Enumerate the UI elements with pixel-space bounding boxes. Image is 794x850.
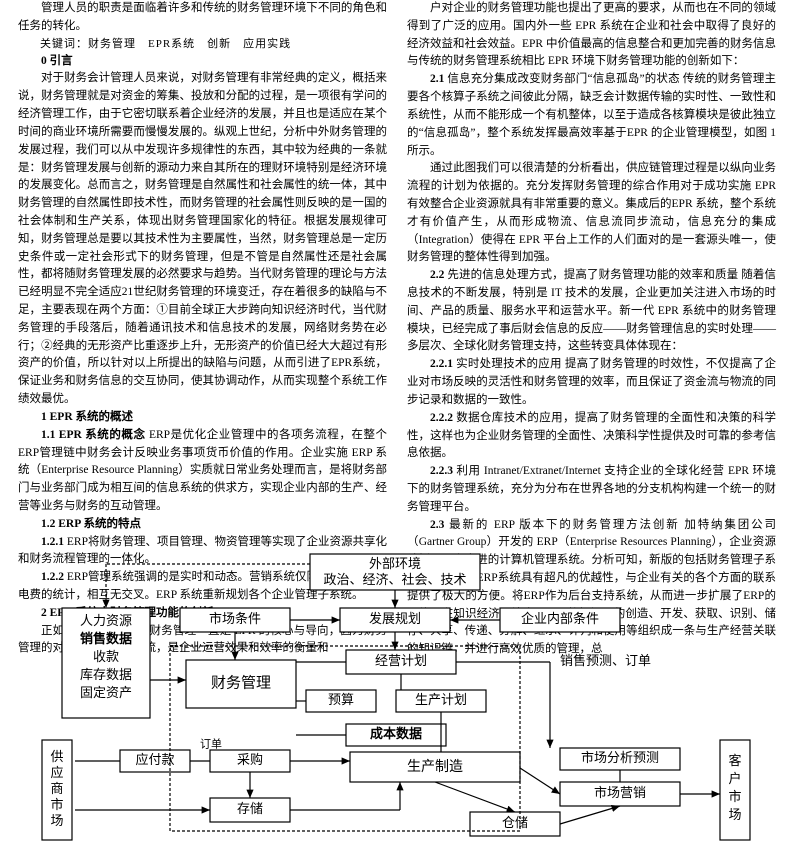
lab-env: 外部环境 [369, 556, 421, 571]
lab-sales: 销售数据 [80, 631, 132, 646]
lab-order: 订单 [200, 738, 222, 751]
sub-2-3: 2.3 [430, 519, 444, 531]
lab-intern: 企业内部条件 [521, 611, 599, 626]
para-text: 信息充分集成改变财务部门“信息孤岛”的状态 传统的财务管理主要各个核算子系统之间… [407, 73, 776, 156]
svg-text:应: 应 [50, 765, 63, 780]
lab-predict: 市场分析预测 [581, 750, 659, 765]
svg-text:场: 场 [50, 813, 63, 828]
lab-plan: 发展规划 [369, 611, 421, 626]
lab-sup: 供 [50, 749, 63, 764]
left-column: 管理人员的职责是面临着许多和传统的财务管理环境下不同的角色和任务的转化。 关键词… [0, 0, 397, 550]
lab-opplan: 经营计划 [375, 653, 427, 668]
para: 2.2.2 数据仓库技术的应用，提高了财务管理的全面性和决策的科学性，这样也为企… [407, 410, 776, 463]
lab-mkt: 市场营销 [594, 785, 646, 800]
para: 户对企业的财务管理功能也提出了更高的要求，从而也在不同的领域得到了广泛的应用。国… [407, 0, 776, 71]
para: 1.1 EPR 系统的概念 ERP是优化企业管理中的各项务流程，在整个ERP管理… [18, 427, 387, 516]
para: 通过此图我们可以很清楚的分析看出，供应链管理过程是以纵向业务流程的计划为依据的。… [407, 160, 776, 267]
para: 2.2.1 实时处理技术的应用 提高了财务管理的时效性，不仅提高了企业对市场反映… [407, 356, 776, 409]
para: 管理人员的职责是面临着许多和传统的财务管理环境下不同的角色和任务的转化。 [18, 0, 387, 36]
lab-env2: 政治、经济、社会、技术 [323, 572, 466, 587]
lab-market: 市场条件 [209, 611, 261, 626]
para: 对于财务会计管理人员来说，对财务管理有非常经典的定义，概括来说，财务管理就是对资… [18, 70, 387, 408]
lab-manuf: 生产制造 [407, 759, 463, 775]
section-1: 1 EPR 系统的概述 [18, 409, 387, 427]
lab-prodplan: 生产计划 [415, 692, 467, 707]
lab-cust: 客 [728, 753, 741, 768]
sub-2-2: 2.2 [430, 269, 444, 281]
para-text: 实时处理技术的应用 提高了财务管理的时效性，不仅提高了企业对市场反映的灵活性和财… [407, 358, 776, 406]
sub-1-2-1: 1.2.1 [41, 536, 64, 548]
lab-fixed: 固定资产 [80, 685, 132, 700]
text-columns: 管理人员的职责是面临着许多和传统的财务管理环境下不同的角色和任务的转化。 关键词… [0, 0, 794, 550]
section-1-2: 1.2 ERP 系统的特点 [18, 516, 387, 534]
keywords: 关键词：财务管理 EPR系统 创新 应用实践 [18, 36, 387, 53]
sub-2-2-1: 2.2.1 [430, 358, 453, 370]
sub-1-2-2: 1.2.2 [41, 571, 64, 583]
svg-text:户: 户 [728, 771, 741, 786]
lab-forecast: 销售预测、订单 [560, 653, 651, 668]
lab-pur: 采购 [237, 752, 263, 767]
svg-text:商: 商 [50, 781, 63, 796]
para: 2.1 信息充分集成改变财务部门“信息孤岛”的状态 传统的财务管理主要各个核算子… [407, 71, 776, 160]
para-text: 数据仓库技术的应用，提高了财务管理的全面性和决策的科学性，这样也为企业财务管理的… [407, 412, 776, 460]
lab-rec: 收款 [93, 649, 119, 664]
lab-stock: 库存数据 [80, 667, 132, 682]
lab-inv: 存储 [237, 801, 263, 816]
para-text: 利用 Intranet/Extranet/Internet 支持企业的全球化经营… [407, 465, 776, 513]
lab-budget: 预算 [328, 692, 354, 707]
lab-pay: 应付款 [135, 752, 174, 767]
sub-2-2-3: 2.2.3 [430, 465, 453, 477]
lab-fm: 财务管理 [211, 674, 271, 691]
svg-text:市: 市 [50, 797, 63, 812]
para: 2.2 先进的信息处理方式，提高了财务管理功能的效率和质量 随着信息技术的不断发… [407, 267, 776, 356]
svg-text:场: 场 [728, 807, 741, 822]
sub-1-1: 1.1 EPR 系统的概念 [41, 429, 146, 441]
sub-2-2-2: 2.2.2 [430, 412, 453, 424]
right-column: 户对企业的财务管理功能也提出了更高的要求，从而也在不同的领域得到了广泛的应用。国… [397, 0, 794, 550]
svg-text:市: 市 [728, 789, 741, 804]
para: 2.2.3 利用 Intranet/Extranet/Internet 支持企业… [407, 463, 776, 516]
para-text: ERP是优化企业管理中的各项务流程，在整个ERP管理链中财务会计反映业务事项货币… [18, 429, 387, 512]
sub-2-1: 2.1 [430, 73, 444, 85]
lab-hr: 人力资源 [80, 613, 132, 628]
lab-wh: 仓储 [502, 815, 528, 830]
section-0: 0 引言 [18, 53, 387, 71]
para-text: 先进的信息处理方式，提高了财务管理功能的效率和质量 随着信息技术的不断发展，特别… [407, 269, 776, 352]
lab-cost: 成本数据 [370, 726, 422, 741]
